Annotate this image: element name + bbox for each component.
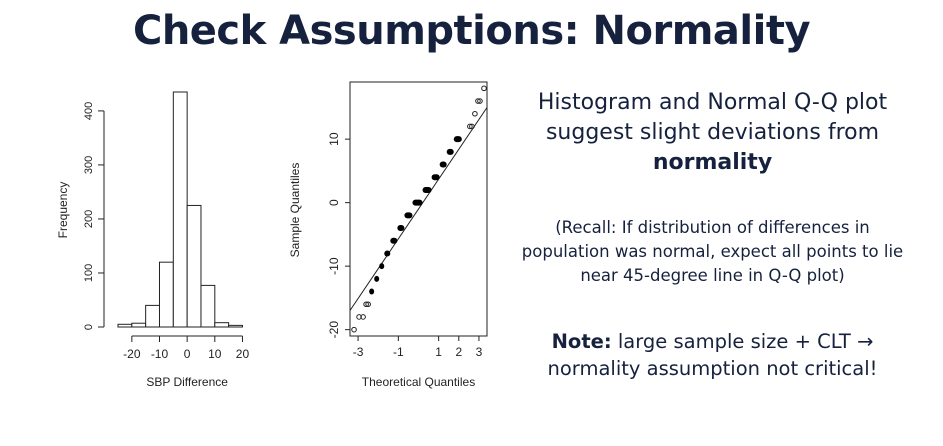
x-tick-label: 1	[435, 345, 442, 359]
y-tick-label: -10	[327, 257, 341, 275]
histogram-bar	[145, 304, 160, 328]
qq-point-cluster	[439, 161, 447, 168]
x-tick-label: 2	[455, 345, 462, 359]
histogram-bar	[131, 322, 147, 328]
qq-point-cluster	[374, 275, 380, 282]
x-tick-label: 20	[236, 347, 250, 361]
qq-point-cluster	[446, 148, 454, 155]
note-text: Note: large sample size + CLT → normalit…	[515, 328, 910, 382]
x-tick-label: -10	[151, 347, 169, 361]
qq-point	[365, 301, 371, 308]
qq-plot-chart: -3 -1 1 2 3 Theoretical Quantiles -20 -10 0 10 Sam…	[288, 81, 488, 389]
y-tick-label: -20	[327, 321, 341, 339]
y-tick-label: 0	[83, 324, 95, 330]
y-tick-label: 0	[327, 199, 341, 206]
y-tick-label: 300	[83, 156, 95, 174]
recall-note: (Recall: If distribution of differences …	[521, 218, 904, 285]
main-point-bold: normality	[652, 150, 773, 175]
histogram-bar	[186, 204, 202, 328]
qq-point-cluster	[404, 212, 413, 219]
x-tick-label: 10	[208, 347, 222, 361]
x-tick-label: -20	[123, 347, 141, 361]
qq-point	[481, 85, 487, 92]
qq-point-cluster	[422, 186, 432, 193]
y-tick-label: 200	[83, 210, 95, 228]
qq-point-cluster	[379, 263, 385, 270]
qq-point	[356, 314, 362, 320]
y-axis-title: Sample Quantiles	[288, 163, 302, 258]
histogram-bar	[200, 284, 216, 328]
qq-point-cluster	[453, 136, 462, 143]
y-tick-label: 100	[83, 264, 95, 282]
histogram-bar	[214, 322, 230, 328]
x-axis-title: Theoretical Quantiles	[362, 375, 475, 389]
histogram-bar	[172, 91, 188, 328]
qq-point	[477, 98, 483, 104]
qq-point	[360, 314, 366, 320]
note-label: Note:	[551, 330, 612, 353]
qq-point-cluster	[369, 288, 375, 295]
qq-point-cluster	[390, 237, 398, 244]
histogram-bar	[228, 324, 243, 328]
histogram-bar	[117, 323, 133, 328]
x-tick-label: -1	[393, 345, 404, 359]
x-tick-label: -3	[353, 345, 364, 359]
qq-point	[351, 326, 357, 333]
reference-line	[350, 107, 487, 311]
x-tick-label: 0	[184, 347, 191, 361]
qq-point-cluster	[431, 174, 440, 181]
y-tick-label: 10	[327, 132, 341, 146]
qq-point	[467, 123, 473, 130]
qq-point	[472, 110, 478, 117]
main-point-prefix: Histogram and Normal Q-Q plot suggest sl…	[537, 90, 888, 145]
qq-point-cluster	[412, 199, 423, 206]
y-axis-title: Frequency	[56, 182, 70, 239]
slide-title: Check Assumptions: Normality	[132, 8, 811, 54]
qq-point	[363, 301, 369, 308]
qq-point-cluster	[397, 225, 405, 232]
plot-frame	[349, 81, 488, 337]
qq-point-cluster	[384, 250, 391, 257]
qq-point	[469, 123, 475, 130]
x-axis-title: SBP Difference	[146, 375, 228, 389]
x-tick-label: 3	[476, 345, 483, 359]
note-body: large sample size + CLT → normality assu…	[547, 330, 878, 380]
histogram-chart: -20 -10 0 10 20 SBP Difference 0 100 200 300 400 Fr…	[56, 91, 250, 389]
y-tick-label: 400	[83, 102, 95, 120]
main-point-text: Histogram and Normal Q-Q plot suggest sl…	[520, 88, 905, 178]
qq-point	[475, 98, 481, 104]
histogram-bar	[158, 261, 174, 328]
